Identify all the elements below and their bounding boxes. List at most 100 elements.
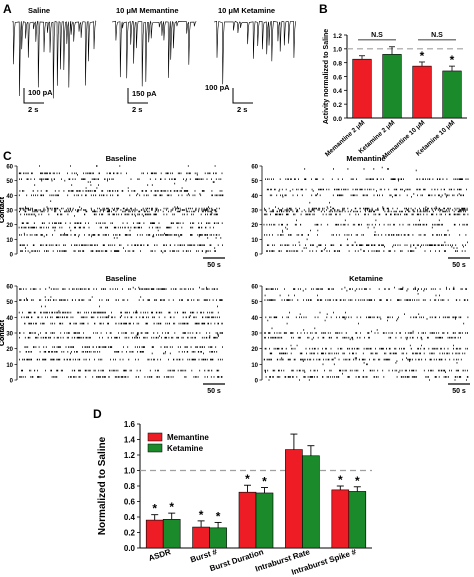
bar-ketamine [348, 491, 367, 549]
y-tick-label: 60 [6, 165, 13, 171]
y-tick-label: 30 [6, 332, 13, 338]
y-tick-label: 0 [10, 379, 14, 385]
bar-memantine [238, 491, 257, 549]
y-axis-label: Contact [0, 196, 6, 223]
significance-star: * [450, 53, 455, 67]
raster-title: Baseline [106, 154, 137, 163]
y-tick-label: 0.8 [333, 60, 342, 67]
bar [412, 65, 432, 119]
scale-bar-memantine [127, 88, 148, 104]
y-axis-label: Contact [0, 319, 6, 346]
y-tick-label: 0.6 [333, 74, 342, 81]
scale-bar-ketamine [232, 88, 253, 104]
y-tick-label: 10 [251, 238, 258, 244]
trace-title-saline: Saline [28, 6, 50, 15]
scale-time-memantine: 2 s [132, 105, 142, 114]
y-tick-label: 20 [251, 347, 258, 353]
y-tick-label: 0.0 [333, 116, 342, 123]
spike-ticks [18, 286, 223, 378]
y-tick-label: 10 [251, 363, 258, 369]
y-tick-label: 1.4 [124, 435, 136, 444]
y-tick-label: 1.0 [333, 47, 342, 54]
panel-a: Saline 10 μM Memantine 10 μM Ketamine 10… [11, 6, 297, 114]
time-scale-label: 50 s [207, 388, 221, 395]
panel-letter-d: D [93, 407, 102, 421]
y-tick-label: 10 [6, 363, 13, 369]
spike-ticks [263, 286, 469, 381]
y-tick-label: 30 [6, 209, 13, 215]
raster-plot: Baseline 0 10 20 30 40 50 60 Contact 50 s [0, 274, 225, 395]
time-scale-label: 50 s [452, 388, 466, 395]
current-trace-memantine [111, 20, 197, 87]
y-tick-label: 1.6 [124, 420, 136, 429]
y-tick-label: 0.0 [124, 544, 136, 553]
y-tick-label: 1.0 [124, 466, 136, 475]
bracket-label: N.S [371, 32, 383, 39]
legend-swatch-ketamine [147, 443, 163, 453]
current-trace-saline [11, 20, 97, 99]
y-axis-label: Contact [0, 319, 6, 346]
significance-star: * [169, 500, 174, 514]
scale-time-saline: 2 s [28, 105, 38, 114]
scale-current-memantine: 150 pA [132, 89, 157, 98]
spike-ticks [18, 165, 224, 254]
bracket-label: N.S [431, 32, 443, 39]
y-tick-label: 40 [251, 316, 258, 322]
category-label: ASDR [147, 547, 172, 563]
y-tick-label: 50 [251, 179, 258, 185]
significance-star: * [338, 473, 343, 487]
y-axis-label: Activity normalized to Saline [323, 29, 330, 124]
y-tick-label: 0 [255, 379, 259, 385]
legend-label-memantine: Memantine [167, 433, 209, 442]
current-trace-ketamine [213, 20, 297, 85]
y-tick-label: 0.6 [124, 497, 136, 506]
y-tick-label: 0.2 [124, 528, 136, 537]
raster-title: Memantine [346, 154, 385, 163]
time-scale-label: 50 s [207, 262, 221, 269]
panel-letter-b: B [319, 2, 328, 16]
significance-star: * [245, 472, 250, 486]
bar-memantine [145, 519, 164, 549]
bar-memantine [285, 449, 303, 549]
bar [352, 58, 372, 119]
raster-plot: Baseline 0 10 20 30 40 50 60 Contact 50 s [0, 154, 225, 269]
significance-star: * [355, 474, 360, 488]
bar [442, 70, 462, 119]
y-tick-label: 40 [251, 194, 258, 200]
trace-title-memantine: 10 μM Memantine [116, 6, 179, 15]
y-tick-label: 50 [6, 179, 13, 185]
significance-star: * [152, 502, 157, 516]
y-tick-label: 0 [10, 253, 14, 259]
y-tick-label: 20 [6, 347, 13, 353]
legend-label-ketamine: Ketamine [167, 444, 204, 453]
y-tick-label: 20 [6, 223, 13, 229]
raster-title: Baseline [106, 274, 137, 283]
y-tick-label: 10 [6, 238, 13, 244]
y-tick-label: 30 [251, 209, 258, 215]
bar-ketamine [209, 527, 227, 549]
y-axis-label: Contact [0, 196, 6, 223]
y-tick-label: 0.8 [124, 482, 136, 491]
bar-ketamine [302, 455, 320, 549]
y-tick-label: 50 [6, 300, 13, 306]
scale-current-ketamine: 100 pA [205, 83, 230, 92]
y-tick-label: 0.2 [333, 102, 342, 109]
bar [382, 54, 402, 119]
y-tick-label: 50 [251, 300, 258, 306]
chart-d: 0.0 0.2 0.4 0.6 0.8 1.0 1.2 1.4 1.6 Normalized to… [97, 420, 372, 577]
y-tick-label: 40 [6, 316, 13, 322]
panel-letter-a: A [3, 2, 12, 16]
y-tick-label: 60 [6, 285, 13, 291]
y-tick-label: 30 [251, 332, 258, 338]
y-tick-label: 0 [255, 253, 259, 259]
bar-memantine [331, 489, 350, 549]
time-scale-label: 50 s [452, 262, 466, 269]
significance-star: * [199, 508, 204, 522]
panel-c-rasters: Baseline 0 10 20 30 40 50 60 Contact 50 s Memantin… [0, 154, 470, 395]
y-tick-label: 40 [6, 194, 13, 200]
y-tick-label: 1.2 [333, 33, 342, 40]
raster-title: Ketamine [349, 274, 383, 283]
legend-swatch-memantine [147, 432, 163, 442]
